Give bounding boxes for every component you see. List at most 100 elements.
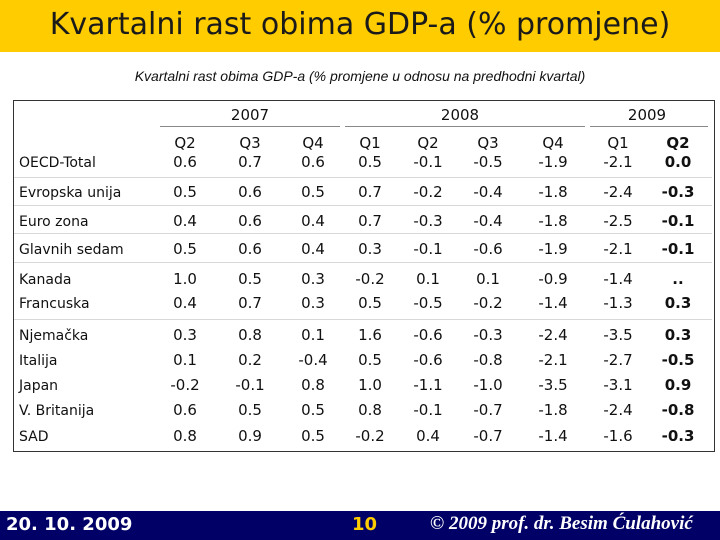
table-subtitle: Kvartalni rast obima GDP-a (% promjene u… bbox=[134, 68, 586, 84]
table-cell: 0.6 bbox=[301, 153, 325, 171]
row-divider bbox=[14, 233, 712, 234]
table-cell: 0.1 bbox=[301, 326, 325, 344]
quarter-header: Q3 bbox=[239, 134, 261, 152]
table-cell: 0.4 bbox=[301, 212, 325, 230]
table-cell: 0.5 bbox=[238, 401, 262, 419]
table-cell: -2.4 bbox=[538, 326, 568, 344]
table-cell: -0.1 bbox=[413, 240, 443, 258]
row-divider bbox=[14, 177, 712, 178]
table-cell: -0.5 bbox=[473, 153, 503, 171]
table-cell: -1.4 bbox=[603, 270, 633, 288]
table-cell: -0.6 bbox=[473, 240, 503, 258]
table-cell: 0.5 bbox=[173, 240, 197, 258]
table-cell: 0.1 bbox=[476, 270, 500, 288]
slide-title: Kvartalni rast obima GDP-a (% promjene) bbox=[49, 7, 671, 42]
table-cell: -2.5 bbox=[603, 212, 633, 230]
quarter-header: Q4 bbox=[302, 134, 324, 152]
table-cell: -1.9 bbox=[538, 153, 568, 171]
row-label: Italija bbox=[19, 353, 58, 369]
table-cell: 0.7 bbox=[358, 212, 382, 230]
table-cell: -0.3 bbox=[413, 212, 443, 230]
page-number: 10 bbox=[352, 514, 378, 535]
table-cell: -0.3 bbox=[473, 326, 503, 344]
year-rule bbox=[160, 126, 340, 127]
row-label: V. Britanija bbox=[19, 403, 95, 419]
quarter-header: Q2 bbox=[417, 134, 439, 152]
quarter-header: Q4 bbox=[542, 134, 564, 152]
table-cell: -0.2 bbox=[355, 427, 385, 445]
table-cell: 0.1 bbox=[173, 351, 197, 369]
row-label: SAD bbox=[19, 429, 49, 445]
quarter-header: Q3 bbox=[477, 134, 499, 152]
table-cell: 1.0 bbox=[173, 270, 197, 288]
table-cell: -0.7 bbox=[473, 401, 503, 419]
table-cell: 0.6 bbox=[238, 183, 262, 201]
table-cell: -0.7 bbox=[473, 427, 503, 445]
footer-copyright: © 2009 prof. dr. Besim Ćulahović bbox=[430, 513, 693, 534]
table-cell: 0.0 bbox=[664, 153, 692, 171]
table-cell: -0.4 bbox=[298, 351, 328, 369]
table-cell: 0.5 bbox=[358, 153, 382, 171]
table-cell: 0.6 bbox=[238, 212, 262, 230]
table-cell: -0.2 bbox=[473, 294, 503, 312]
table-cell: .. bbox=[672, 270, 684, 288]
table-cell: 0.7 bbox=[238, 294, 262, 312]
table-cell: 0.3 bbox=[358, 240, 382, 258]
table-cell: 0.3 bbox=[301, 270, 325, 288]
table-cell: 0.3 bbox=[664, 294, 692, 312]
table-cell: -0.2 bbox=[170, 376, 200, 394]
table-cell: -1.1 bbox=[413, 376, 443, 394]
table-cell: -1.9 bbox=[538, 240, 568, 258]
table-cell: -2.4 bbox=[603, 183, 633, 201]
table-cell: -0.9 bbox=[538, 270, 568, 288]
table-cell: -1.4 bbox=[538, 294, 568, 312]
table-cell: 0.7 bbox=[358, 183, 382, 201]
table-cell: 0.4 bbox=[173, 212, 197, 230]
table-cell: -0.5 bbox=[413, 294, 443, 312]
table-cell: 0.8 bbox=[238, 326, 262, 344]
table-cell: 0.4 bbox=[173, 294, 197, 312]
table-cell: -2.7 bbox=[603, 351, 633, 369]
table-cell: 0.5 bbox=[358, 351, 382, 369]
table-cell: 0.6 bbox=[238, 240, 262, 258]
table-cell: -0.4 bbox=[473, 212, 503, 230]
table-cell: -0.8 bbox=[473, 351, 503, 369]
row-label: Japan bbox=[19, 378, 59, 394]
table-cell: 0.7 bbox=[238, 153, 262, 171]
year-header: 2008 bbox=[440, 106, 480, 124]
table-cell: -0.6 bbox=[413, 351, 443, 369]
row-label: Euro zona bbox=[19, 214, 89, 230]
gdp-table bbox=[13, 100, 715, 452]
table-cell: -0.1 bbox=[413, 153, 443, 171]
row-label: Njemačka bbox=[19, 328, 89, 344]
table-cell: 0.4 bbox=[416, 427, 440, 445]
year-header: 2009 bbox=[627, 106, 667, 124]
row-label: Glavnih sedam bbox=[19, 242, 124, 258]
row-label: Kanada bbox=[19, 272, 72, 288]
table-cell: -0.4 bbox=[473, 183, 503, 201]
table-cell: 0.6 bbox=[173, 401, 197, 419]
table-cell: -0.3 bbox=[661, 183, 695, 201]
table-cell: 0.5 bbox=[358, 294, 382, 312]
quarter-header: Q1 bbox=[359, 134, 381, 152]
table-cell: 0.3 bbox=[664, 326, 692, 344]
table-cell: -0.6 bbox=[413, 326, 443, 344]
table-cell: 0.8 bbox=[173, 427, 197, 445]
table-cell: 0.2 bbox=[238, 351, 262, 369]
quarter-header: Q2 bbox=[666, 134, 690, 152]
footer-bar bbox=[0, 511, 720, 540]
row-divider bbox=[14, 262, 712, 263]
table-cell: 0.5 bbox=[301, 401, 325, 419]
table-cell: 0.9 bbox=[664, 376, 692, 394]
table-cell: -1.8 bbox=[538, 401, 568, 419]
table-cell: -2.4 bbox=[603, 401, 633, 419]
table-cell: 0.3 bbox=[173, 326, 197, 344]
table-cell: -1.3 bbox=[603, 294, 633, 312]
table-cell: -0.1 bbox=[661, 240, 695, 258]
table-cell: -0.1 bbox=[661, 212, 695, 230]
table-cell: 0.9 bbox=[238, 427, 262, 445]
table-cell: 0.5 bbox=[301, 183, 325, 201]
quarter-header: Q1 bbox=[607, 134, 629, 152]
table-cell: -1.8 bbox=[538, 212, 568, 230]
year-rule bbox=[345, 126, 585, 127]
